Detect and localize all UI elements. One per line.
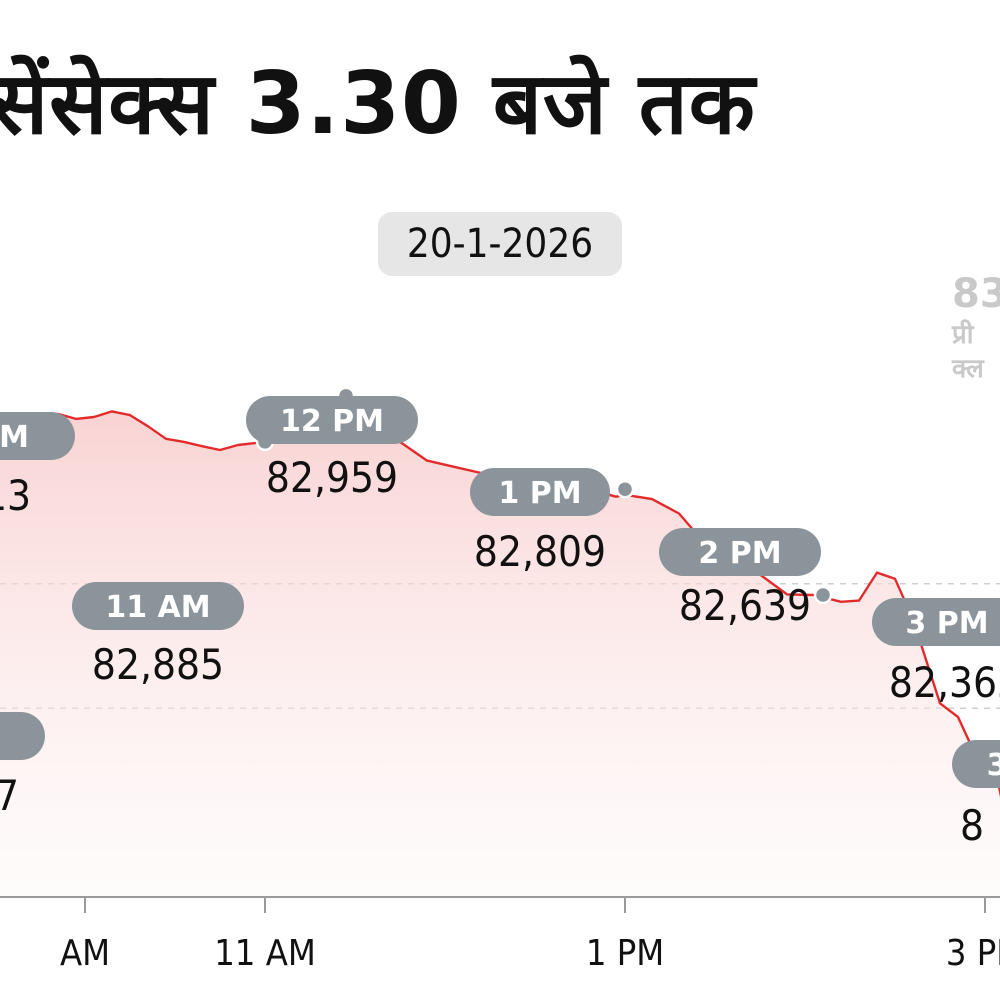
date-badge: 20-1-2026 — [378, 212, 622, 276]
annotation-value-5: 82,362 — [889, 658, 1000, 707]
x-tick-label-0: AM — [60, 933, 110, 974]
annotation-time-2: 12 PM — [280, 404, 384, 439]
annotation-value-3: 82,809 — [474, 527, 606, 576]
annotation-pill-3 — [470, 468, 610, 516]
annotation-pill-5 — [872, 598, 1000, 646]
previous-close-label-line1: प्री — [952, 320, 974, 350]
previous-close-value: 83 — [952, 271, 1000, 317]
previous-close-note: 83 प्री क्ल — [952, 270, 1000, 386]
previous-close-label-line2: क्ल — [952, 354, 984, 384]
annotation-pill-1 — [72, 582, 244, 630]
annotation-time-5: 3 PM — [905, 606, 988, 641]
annotation-pill-0 — [0, 412, 75, 460]
marker-3 — [615, 479, 635, 499]
annotation-pill-4 — [659, 528, 821, 576]
annotation-value-7: 8 — [960, 801, 984, 850]
annotation-time-3: 1 PM — [498, 476, 581, 511]
annotation-time-1: 11 AM — [105, 590, 210, 625]
marker-4 — [813, 585, 833, 605]
annotation-pill-7 — [952, 740, 1000, 788]
area-fill — [0, 395, 1000, 897]
annotation-pill-2 — [246, 396, 418, 444]
x-tick-label-1: 11 AM — [214, 933, 316, 974]
annotation-value-2: 82,959 — [266, 453, 398, 502]
annotation-time-4: 2 PM — [698, 536, 781, 571]
annotation-value-1: 82,885 — [92, 640, 224, 689]
annotation-value-4: 82,639 — [679, 581, 811, 630]
annotation-value-0: 913 — [0, 471, 31, 520]
annotation-pill-6 — [0, 712, 45, 760]
annotation-value-6: 07 — [0, 771, 19, 820]
annotation-time-7: 3 — [987, 748, 1000, 783]
x-tick-label-2: 1 PM — [586, 933, 664, 974]
x-tick-label-3: 3 PM — [946, 933, 1000, 974]
chart-title: सेंसेक्स 3.30 बजे तक — [0, 54, 756, 154]
annotation-time-0: AM — [0, 420, 29, 455]
